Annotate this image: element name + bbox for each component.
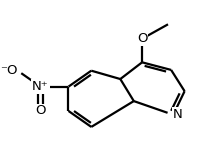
Text: ⁻O: ⁻O [0, 64, 18, 77]
Text: N⁺: N⁺ [32, 80, 49, 93]
Text: O: O [137, 32, 147, 45]
Text: O: O [35, 104, 46, 117]
Text: N: N [173, 108, 183, 121]
